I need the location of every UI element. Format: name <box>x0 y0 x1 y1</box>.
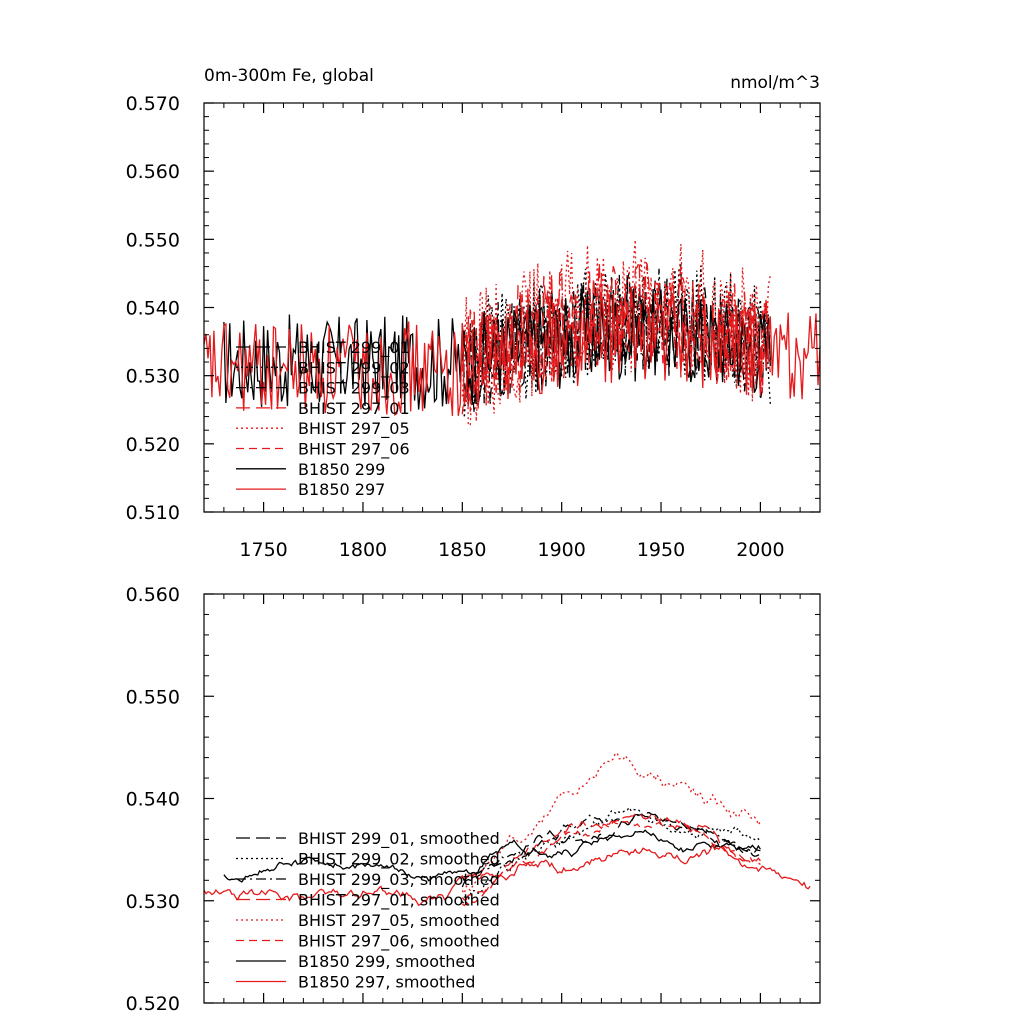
legend-label: BHIST 297_01 <box>298 399 410 419</box>
legend-label: B1850 299, smoothed <box>298 952 475 971</box>
x-tick-label: 1850 <box>438 539 486 561</box>
y-tick-label: 0.520 <box>126 434 180 456</box>
y-tick-label: 0.560 <box>126 584 180 606</box>
series-line-bottom-7 <box>203 843 811 907</box>
bottom-panel: 0.560 0.550 0.540 0.530 0.520 BHIST 299_01, … <box>126 584 821 1015</box>
legend-label: BHIST 297_01, smoothed <box>298 891 500 911</box>
legend-label: BHIST 297_05, smoothed <box>298 911 500 931</box>
bottom-axis-ticks: 0.560 0.550 0.540 0.530 0.520 <box>126 584 820 1015</box>
legend-label: BHIST 299_03 <box>298 379 410 399</box>
legend-label: BHIST 299_03, smoothed <box>298 870 500 890</box>
legend-label: B1850 299 <box>298 460 385 479</box>
legend-label: BHIST 299_02, smoothed <box>298 850 500 870</box>
x-tick-label: 1950 <box>637 539 685 561</box>
legend-label: BHIST 297_06, smoothed <box>298 932 500 952</box>
legend-label: BHIST 299_02 <box>298 358 410 378</box>
y-tick-label: 0.540 <box>126 298 180 320</box>
y-tick-label: 0.550 <box>126 686 180 708</box>
x-tick-label: 2000 <box>736 539 784 561</box>
series-line-top-7 <box>203 287 821 417</box>
series-line-bottom-4 <box>461 752 761 896</box>
bottom-plot-frame <box>203 593 821 1004</box>
top-axis-ticks: 0.570 0.560 0.550 0.540 0.530 0.520 0.510 1750 1… <box>126 93 820 561</box>
series-line-bottom-0 <box>461 811 761 888</box>
legend-label: BHIST 297_06 <box>298 440 410 460</box>
x-tick-label: 1750 <box>239 539 287 561</box>
legend-label: BHIST 299_01, smoothed <box>298 829 500 849</box>
x-tick-label: 1800 <box>339 539 387 561</box>
y-tick-label: 0.570 <box>126 93 180 115</box>
x-tick-label: 1900 <box>537 539 585 561</box>
y-tick-label: 0.530 <box>126 891 180 913</box>
legend-label: B1850 297, smoothed <box>298 973 475 992</box>
legend-label: BHIST 299_01 <box>298 338 410 358</box>
y-tick-label: 0.560 <box>126 161 180 183</box>
top-series-lines <box>203 239 821 427</box>
legend-label: BHIST 297_05 <box>298 419 410 439</box>
series-line-bottom-5 <box>461 816 761 907</box>
y-tick-label: 0.510 <box>126 502 180 524</box>
y-tick-label: 0.520 <box>126 993 180 1015</box>
series-line-bottom-6 <box>223 829 761 883</box>
y-tick-label: 0.530 <box>126 366 180 388</box>
top-panel: 0m-300m Fe, global nmol/m^3 0.5700.5600.… <box>126 66 821 561</box>
chart-title: 0m-300m Fe, global <box>204 66 374 86</box>
series-line-bottom-2 <box>461 812 761 882</box>
y-tick-label: 0.550 <box>126 229 180 251</box>
legend-label: B1850 297 <box>298 480 385 499</box>
y-tick-label: 0.540 <box>126 789 180 811</box>
bottom-series-lines <box>203 752 811 907</box>
units-label: nmol/m^3 <box>730 73 820 93</box>
series-line-bottom-3 <box>461 811 761 901</box>
